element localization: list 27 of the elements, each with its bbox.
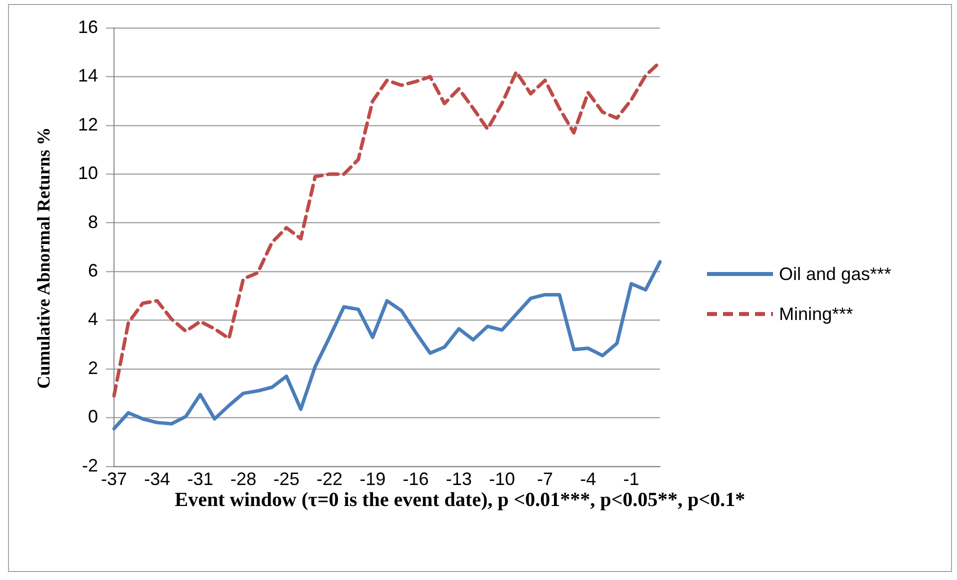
y-tick-label: -2 xyxy=(82,455,98,476)
y-tick-label: 10 xyxy=(78,163,98,184)
x-tick-label: -25 xyxy=(273,469,300,490)
x-tick-label: -37 xyxy=(101,469,128,490)
x-tick-label: -28 xyxy=(230,469,256,490)
x-tick-label: -7 xyxy=(537,469,554,490)
x-tick-label: -4 xyxy=(580,469,596,490)
x-axis-title: Event window (τ=0 is the event date), p <0.01***, p<0.05**, p<0.1* xyxy=(174,488,746,512)
legend-label: Oil and gas*** xyxy=(779,264,892,284)
y-tick-label: 6 xyxy=(88,260,98,281)
y-tick-label: 12 xyxy=(78,114,98,134)
y-tick-label: 14 xyxy=(78,66,98,86)
x-tick-label: -13 xyxy=(446,469,472,490)
x-tick-label: -31 xyxy=(187,469,214,490)
x-tick-label: -10 xyxy=(488,469,515,490)
legend-label: Mining*** xyxy=(779,304,854,324)
x-tick-label: -34 xyxy=(144,469,170,490)
y-axis-title: Cumulative Abnormal Returns % xyxy=(34,127,54,389)
x-tick-label: -1 xyxy=(623,469,640,490)
x-tick-label: -19 xyxy=(360,469,386,490)
x-tick-label: -16 xyxy=(402,469,429,490)
y-tick-label: 2 xyxy=(88,358,98,378)
y-tick-label: 0 xyxy=(88,406,98,427)
y-tick-label: 4 xyxy=(88,309,98,330)
x-tick-label: -22 xyxy=(316,469,343,490)
y-tick-label: 16 xyxy=(78,16,98,37)
y-tick-label: 8 xyxy=(88,212,98,232)
